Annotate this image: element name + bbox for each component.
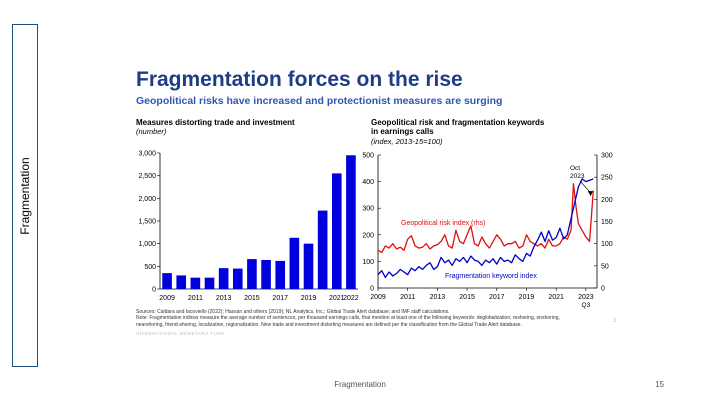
annotation-oct: Oct [570,165,580,172]
bar-x-tick-label: 2017 [272,295,288,302]
line-x-tick-label: 2009 [370,294,386,301]
line-chart-title-line1: Geopolitical risk and fragmentation keyw… [371,118,545,127]
slide-title: Fragmentation forces on the rise [136,68,463,91]
bar-y-tick-label: 2,000 [138,196,156,203]
line-x-tick-label: 2019 [519,294,535,301]
line-y-right-tick-label: 100 [601,241,613,248]
chart-notes: Sources: Caldara and Iacoviello (2022); … [136,309,606,328]
bar-2010 [176,275,187,289]
fragmentation-keyword-line [377,178,594,279]
bar-2014 [232,268,243,289]
bar-x-tick-label: 2022 [343,295,359,302]
line-y-left-tick-label: 100 [362,259,374,266]
bar-2022 [346,155,356,289]
small-page-number: 3 [613,318,616,324]
bar-2012 [204,277,215,289]
bar-2013 [218,268,229,289]
annotation-arrow-head [587,191,593,197]
line-y-left-tick-label: 200 [362,232,374,239]
bar-x-tick-label: 2021 [329,295,345,302]
slide-subtitle: Geopolitical risks have increased and pr… [136,95,503,107]
bar-y-tick-label: 2,500 [138,173,156,180]
line-x-tick-label: 2023 [578,294,594,301]
bar-y-tick-label: 0 [152,287,156,294]
bar-y-tick-label: 1,500 [138,219,156,226]
fragmentation-keyword-label: Fragmentation keyword index [445,273,537,280]
line-y-right-tick-label: 0 [601,286,605,293]
line-chart-title-line2: in earnings calls [371,127,434,136]
notes-sources: Sources: Caldara and Iacoviello (2022); … [136,309,450,315]
bar-2019 [303,243,314,289]
notes-line3: nearshoring, friend-shoring, localizatio… [136,321,522,328]
line-x-tick-label: 2011 [400,294,415,301]
page-number: 15 [655,380,664,389]
bar-2015 [247,259,257,289]
bar-2009 [162,273,172,289]
line-x-sublabel: Q3 [582,302,591,309]
footer-label: Fragmentation [334,380,386,389]
line-y-left-tick-label: 300 [362,206,374,213]
imf-watermark: INTERNATIONAL MONETARY FUND [136,331,226,336]
bar-y-tick-label: 500 [144,264,156,271]
line-y-left-tick-label: 500 [362,153,374,160]
line-y-right-tick-label: 250 [601,175,613,182]
line-y-right-tick-label: 150 [601,219,613,226]
bar-x-tick-label: 2013 [216,295,232,302]
line-x-tick-label: 2017 [489,294,505,301]
geopolitical-risk-line [377,183,594,254]
bar-2011 [190,277,201,289]
bar-2021 [331,173,342,289]
bar-2018 [289,237,300,289]
line-y-right-tick-label: 50 [601,263,609,270]
bar-2020 [317,210,328,289]
line-y-right-tick-label: 300 [601,153,613,160]
side-tab: Fragmentation [12,24,38,367]
line-x-tick-label: 2015 [459,294,475,301]
bar-y-tick-label: 1,000 [138,241,156,248]
bar-chart-subtitle: (number) [136,127,167,136]
line-y-right-tick-label: 200 [601,197,613,204]
bar-y-tick-label: 3,000 [138,151,156,158]
bar-2016 [261,259,271,289]
bar-x-tick-label: 2015 [244,295,260,302]
bar-x-tick-label: 2009 [159,295,175,302]
line-y-left-tick-label: 400 [362,179,374,186]
bar-chart-title: Measures distorting trade and investment [136,118,295,127]
notes-line2: Note: Fragmentation indices measure the … [136,315,560,322]
line-y-left-tick-label: 0 [370,286,374,293]
bar-2017 [275,260,286,289]
geopolitical-risk-label: Geopolitical risk index (rhs) [401,220,485,227]
line-chart-subtitle: (index, 2013-15=100) [371,137,443,146]
annotation-arrow-line [579,180,592,194]
line-x-tick-label: 2021 [548,294,564,301]
bar-x-tick-label: 2019 [301,295,317,302]
bar-x-tick-label: 2011 [188,295,203,302]
annotation-2023: 2023 [570,173,585,180]
line-x-tick-label: 2013 [430,294,446,301]
